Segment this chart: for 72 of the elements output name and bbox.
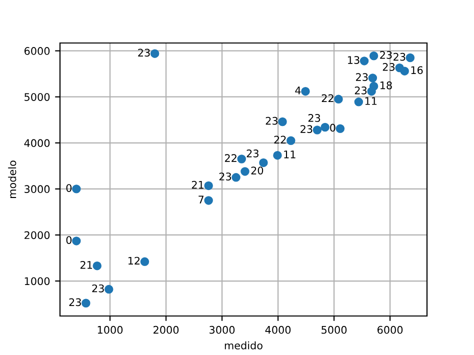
annotation: 23 (380, 51, 392, 59)
point (240, 167, 250, 176)
point (72, 184, 81, 194)
point (237, 154, 246, 164)
annotation: 0 (66, 184, 72, 192)
annotation: 22 (224, 154, 236, 162)
annotation: 23 (246, 150, 258, 158)
annotation: 11 (365, 97, 377, 105)
point (104, 284, 114, 294)
annotation: 23 (138, 48, 150, 57)
annotation: 23 (69, 298, 81, 306)
annotation: 22 (322, 94, 334, 102)
point (286, 136, 296, 145)
point (312, 126, 322, 134)
annotation: 23 (356, 73, 368, 82)
point (278, 117, 287, 126)
point (140, 257, 150, 266)
point (301, 86, 310, 96)
annotation: 13 (348, 56, 360, 64)
point (259, 158, 268, 168)
point (368, 74, 378, 82)
point (150, 49, 160, 58)
annotation: 7 (198, 196, 204, 204)
annotation: 18 (380, 81, 392, 90)
annotation: 4 (295, 86, 301, 94)
x-tick-label: 2000 (154, 326, 179, 334)
y-axis-title: modelo (8, 160, 16, 198)
point (369, 82, 378, 91)
y-tick-label: 6000 (24, 47, 50, 55)
point (204, 196, 213, 205)
annotation: 21 (80, 260, 92, 269)
annotation: 23 (300, 125, 312, 134)
annotation: 23 (308, 114, 320, 122)
annotation: 21 (192, 180, 204, 189)
annotation: 16 (411, 66, 423, 74)
point (360, 56, 369, 66)
annotation: 23 (394, 52, 406, 61)
y-tick-label: 3000 (24, 185, 50, 194)
point (232, 173, 240, 182)
y-tick-label: 5000 (24, 93, 50, 101)
annotation: 0 (66, 236, 72, 244)
annotation: 12 (128, 256, 140, 265)
annotation: 11 (284, 150, 296, 158)
point (369, 52, 378, 60)
y-tick-label: 4000 (24, 139, 50, 148)
x-tick-label: 4000 (265, 326, 291, 334)
x-tick-label: 3000 (210, 326, 235, 334)
point (354, 98, 364, 106)
annotation: 23 (92, 284, 104, 292)
annotation: 20 (251, 166, 264, 174)
x-tick-label: 6000 (378, 326, 403, 334)
point (320, 122, 330, 132)
annotation: 0 (330, 124, 336, 132)
annotation: 22 (274, 136, 286, 144)
point (406, 53, 415, 62)
point (82, 298, 90, 308)
point (72, 236, 81, 246)
annotation: 23 (382, 63, 395, 71)
point (92, 261, 102, 270)
y-tick-label: 2000 (24, 231, 50, 240)
point (336, 124, 345, 133)
y-tick-label: 1000 (24, 277, 50, 286)
point (273, 150, 282, 160)
point (204, 181, 213, 190)
annotation: 23 (219, 172, 232, 180)
annotation: 23 (266, 116, 278, 125)
x-tick-label: 1000 (98, 326, 123, 334)
point (334, 94, 343, 104)
x-axis-title: medido (224, 341, 262, 350)
point (400, 66, 409, 76)
annotation: 23 (354, 86, 367, 94)
x-tick-label: 5000 (322, 326, 347, 334)
